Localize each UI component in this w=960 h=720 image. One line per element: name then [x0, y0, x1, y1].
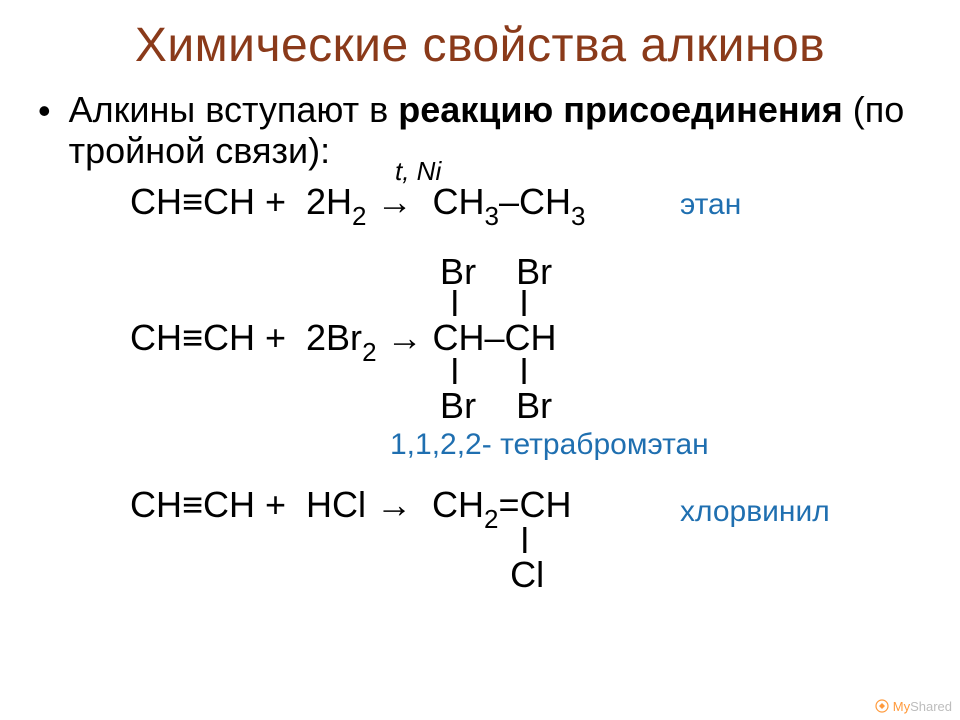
reaction-3-cl: Cl: [130, 557, 544, 593]
watermark-icon: [875, 699, 889, 713]
reaction-2-label: 1,1,2,2- тетрабромэтан: [390, 430, 709, 460]
reaction-3: CH≡CH + HCl → CH2=CH ǀ Cl хлорвинил: [0, 487, 960, 617]
reaction-3-label: хлорвинил: [680, 497, 830, 527]
intro-text: • Алкины вступают в реакцию присоединени…: [0, 89, 960, 172]
intro-paragraph: Алкины вступают в реакцию присоединения …: [69, 89, 930, 172]
reaction-1-equation: CH≡CH + 2H2 → CH3–CH3: [130, 184, 586, 226]
reaction-1-label: этан: [680, 190, 741, 220]
intro-prefix: Алкины вступают в: [69, 89, 399, 130]
reaction-2-bottom-br: Br Br: [130, 388, 552, 424]
intro-bold: реакцию присоединения: [398, 89, 843, 130]
reaction-1: t, Ni CH≡CH + 2H2 → CH3–CH3 этан: [0, 176, 960, 236]
watermark-text: Shared: [910, 699, 952, 714]
watermark: MyShared: [875, 699, 952, 714]
reaction-1-condition: t, Ni: [395, 158, 441, 184]
slide-title: Химические свойства алкинов: [0, 0, 960, 83]
reaction-2: Br Br ǀ ǀ CH≡CH + 2Br2 → CH–CH ǀ ǀ Br Br…: [0, 254, 960, 469]
bullet-icon: •: [38, 89, 51, 132]
